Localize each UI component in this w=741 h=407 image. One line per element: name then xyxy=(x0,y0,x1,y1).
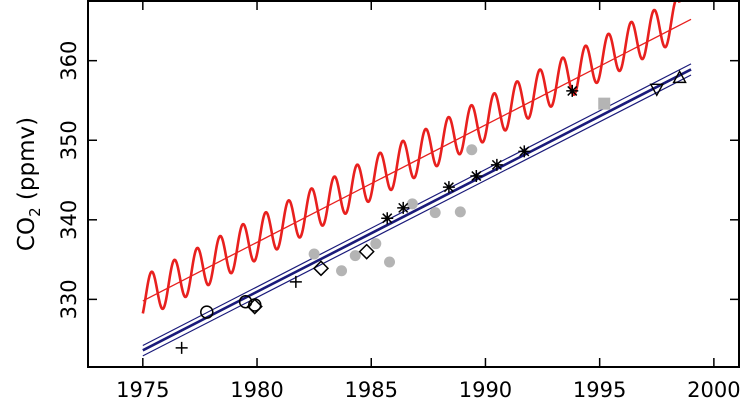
asterisk-point xyxy=(442,181,455,194)
plot-area xyxy=(141,1,692,357)
asterisk-point xyxy=(518,145,531,158)
grey-circle-point xyxy=(308,248,320,260)
grey-circle-point xyxy=(466,144,478,156)
trend-line-blue-band xyxy=(142,74,692,357)
y-tick-label: 350 xyxy=(57,120,81,160)
open-triangle-up-point xyxy=(672,69,687,84)
plus-point xyxy=(289,275,302,288)
y-tick-label: 330 xyxy=(57,279,81,319)
y-tick-label: 340 xyxy=(57,200,81,240)
grey-circle-point xyxy=(454,206,466,218)
plot-frame xyxy=(87,0,740,368)
grey-circle-point xyxy=(349,250,361,262)
asterisk-point xyxy=(470,170,483,183)
y-axis-title-subscript: 2 xyxy=(26,207,44,217)
open-circle-point xyxy=(200,305,214,319)
grey-circle-point xyxy=(370,238,382,250)
asterisk-point xyxy=(566,84,579,97)
grey-square-point xyxy=(598,97,611,110)
grey-circle-point xyxy=(429,207,441,219)
x-tick-label: 1995 xyxy=(573,378,626,402)
x-tick-label: 2000 xyxy=(687,378,740,402)
y-axis-title-suffix: (ppmv) xyxy=(14,117,40,207)
seasonal-cycle-line xyxy=(141,1,681,314)
open-triangle-down-point xyxy=(649,83,664,97)
grey-circle-point xyxy=(384,256,396,268)
asterisk-point xyxy=(397,201,410,214)
x-tick-label: 1985 xyxy=(345,378,398,402)
grey-circle-point xyxy=(406,198,418,210)
y-axis-title: CO2 (ppmv) xyxy=(14,117,44,251)
plus-point xyxy=(175,341,188,354)
grey-circle-point xyxy=(336,265,348,277)
open-diamond-point xyxy=(246,298,263,315)
x-tick-label: 1975 xyxy=(116,378,169,402)
x-tick-label: 1990 xyxy=(459,378,512,402)
trend-line-blue-center xyxy=(142,68,692,352)
y-tick-label: 360 xyxy=(57,41,81,81)
y-axis-title-main: CO xyxy=(14,217,40,251)
data-markers xyxy=(175,69,687,354)
open-diamond-point xyxy=(358,243,375,260)
asterisk-point xyxy=(490,158,503,171)
x-tick-label: 1980 xyxy=(230,378,283,402)
asterisk-point xyxy=(381,212,394,225)
open-diamond-point xyxy=(312,260,330,277)
axis-ticks: 1975 1980 1985 1990 1995 2000 330 340 350 360 xyxy=(57,1,741,402)
trend-line-red xyxy=(142,18,692,302)
